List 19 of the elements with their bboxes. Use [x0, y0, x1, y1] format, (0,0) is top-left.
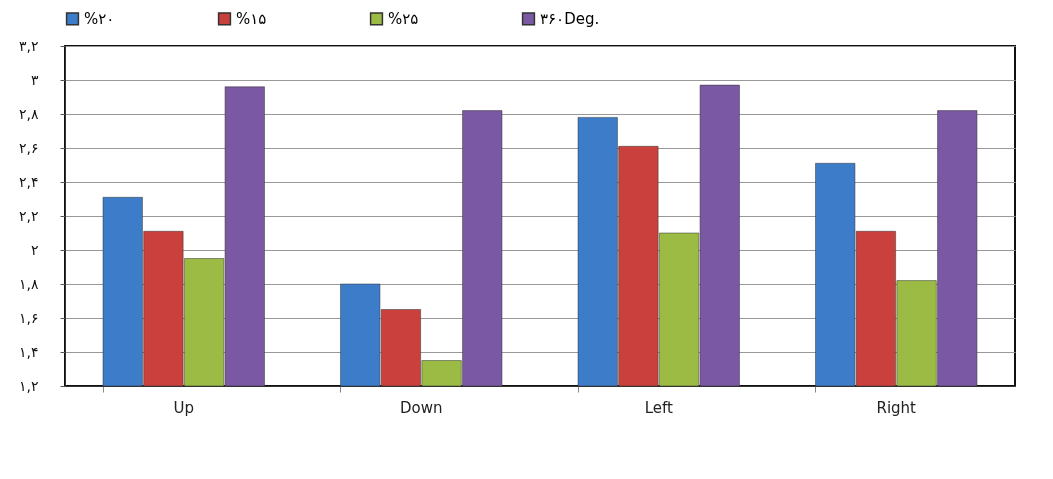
y-tick-label: ۱,۲: [19, 377, 39, 394]
y-tick-label: ۲,۲: [19, 207, 39, 224]
y-tick-label: ۱,۸: [19, 275, 39, 292]
x-tick-label: Down: [399, 398, 443, 417]
x-tick-label: Right: [876, 398, 917, 417]
legend-label: ۳۶۰Deg.: [540, 9, 600, 28]
y-tick-label: ۲,۸: [19, 105, 39, 122]
legend-label: %۱۵: [236, 9, 267, 28]
y-tick-label: ۱,۶: [19, 309, 39, 326]
y-tick-label: ۱,۴: [19, 343, 39, 360]
x-tick-label: Up: [173, 398, 195, 417]
y-tick-label: ۲: [30, 241, 39, 258]
y-tick-label: ۲,۶: [19, 139, 39, 156]
y-tick-label: ۳: [30, 71, 39, 88]
y-tick-label: ۲,۴: [19, 173, 39, 190]
legend-label: %۲۰: [84, 9, 115, 28]
x-tick-label: Left: [644, 398, 673, 417]
legend-label: %۲۵: [388, 9, 419, 28]
y-tick-label: ۳,۲: [19, 37, 39, 54]
